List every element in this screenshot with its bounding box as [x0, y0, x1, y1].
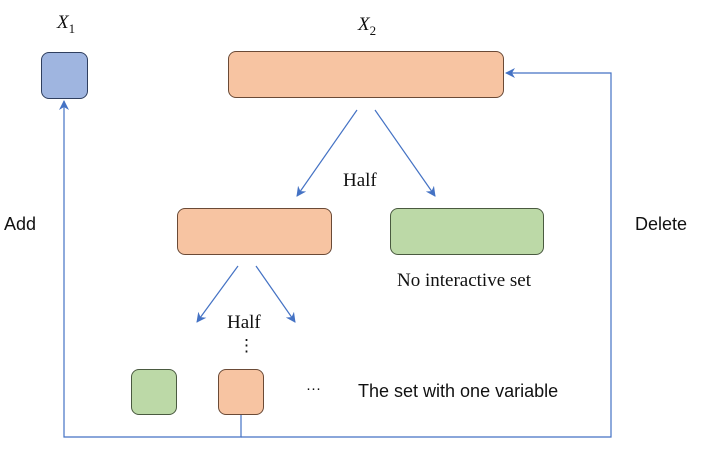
x1-box [41, 52, 88, 99]
add-label: Add [4, 214, 37, 234]
add-feedback-line [59, 100, 242, 438]
single-variable-orange-box [218, 369, 264, 415]
split-arrow-lower-left [196, 265, 239, 323]
no-interactive-set-label: No interactive set [397, 270, 532, 291]
half-left-box [177, 208, 332, 255]
x2-label: X2 [358, 14, 377, 38]
vertical-ellipsis: ⋮ [238, 336, 255, 355]
horizontal-ellipsis: ··· [306, 380, 321, 397]
single-variable-green-box [131, 369, 177, 415]
split-arrow-left [296, 109, 358, 197]
x1-label: X1 [57, 12, 76, 36]
half-upper-label: Half [343, 170, 377, 191]
no-interactive-set-box [390, 208, 544, 255]
x2-box [228, 51, 504, 98]
split-arrow-lower-right [255, 265, 296, 323]
split-arrow-right [374, 109, 436, 197]
single-variable-set-label: The set with one variable [358, 381, 559, 401]
half-lower-label: Half [227, 312, 261, 333]
delete-label: Delete [635, 214, 688, 234]
delete-feedback-line [241, 68, 612, 438]
